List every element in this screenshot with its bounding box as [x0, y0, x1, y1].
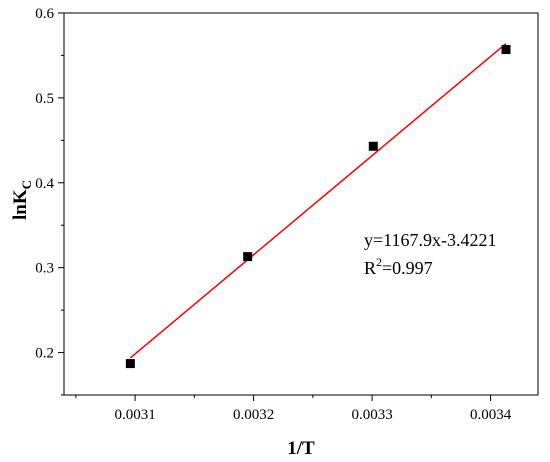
data-point — [501, 45, 511, 55]
fit-line — [129, 43, 507, 359]
x-tick-label: 0.0033 — [351, 407, 392, 423]
y-axis-ticks: 0.2 0.3 0.4 0.5 0.6 — [35, 6, 64, 396]
x-tick-label: 0.0031 — [114, 407, 155, 423]
data-points — [125, 45, 511, 369]
y-tick-label: 0.2 — [35, 346, 54, 362]
data-point — [125, 359, 135, 369]
y-tick-label: 0.5 — [35, 91, 54, 107]
x-axis-ticks: 0.0031 0.0032 0.0033 0.0034 — [75, 395, 512, 423]
r-squared: R2=0.997 — [364, 255, 433, 278]
y-axis-title-subscript: C — [19, 180, 34, 189]
plot-frame — [63, 12, 539, 396]
x-tick-label: 0.0034 — [470, 407, 512, 423]
r-squared-base: R — [364, 258, 376, 278]
x-tick-label: 0.0032 — [233, 407, 274, 423]
y-tick-label: 0.3 — [35, 261, 54, 277]
fit-equation: y=1167.9x-3.4221 — [364, 230, 496, 250]
y-axis-title-main: lnK — [10, 189, 31, 220]
x-axis-title: 1/T — [287, 438, 315, 459]
r-squared-superscript: 2 — [376, 255, 382, 269]
y-tick-label: 0.4 — [35, 176, 54, 192]
data-point — [368, 141, 378, 151]
y-axis-title: lnKC — [10, 180, 34, 220]
y-tick-label: 0.6 — [35, 6, 54, 22]
r-squared-value: =0.997 — [382, 258, 433, 278]
data-point — [243, 252, 253, 262]
